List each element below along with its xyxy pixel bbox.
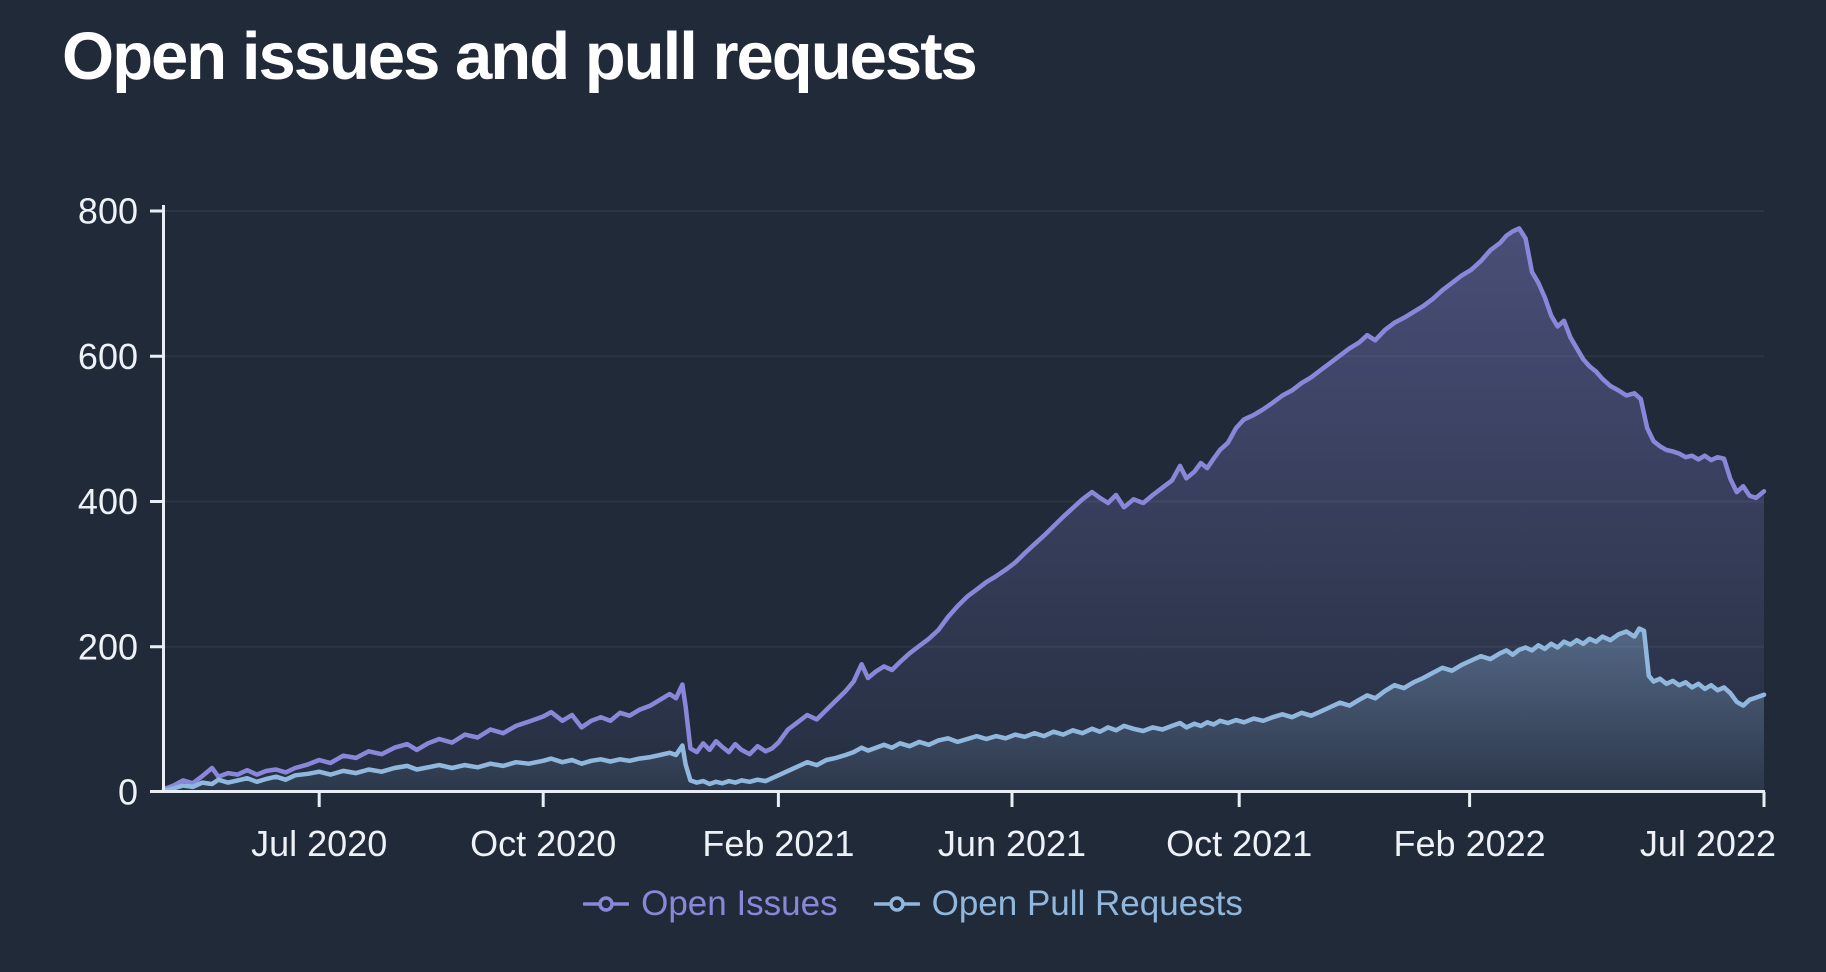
y-tick-label: 200	[78, 626, 138, 667]
legend-item-open-pull-requests[interactable]: Open Pull Requests	[873, 884, 1243, 924]
legend-item-label: Open Issues	[641, 884, 838, 923]
series-area-open-issues	[164, 228, 1764, 792]
axes	[150, 205, 1765, 793]
legend-item-open-issues[interactable]: Open Issues	[583, 884, 838, 924]
chart-legend: Open Issues Open Pull Requests	[0, 884, 1826, 924]
x-tick-label: Feb 2021	[702, 823, 854, 864]
series-line-open-pull-requests	[161, 626, 1767, 793]
y-tick-label: 600	[78, 336, 138, 377]
y-tick-label: 0	[118, 772, 138, 813]
legend-item-label: Open Pull Requests	[931, 884, 1243, 923]
y-tick-label: 800	[78, 191, 138, 232]
y-tick-label: 400	[78, 481, 138, 522]
line-circle-marker-icon	[583, 896, 630, 912]
x-tick-label: Oct 2021	[1166, 823, 1312, 864]
series-lines	[161, 226, 1767, 793]
line-circle-marker-icon	[873, 896, 920, 912]
x-tick-label: Jul 2020	[251, 823, 387, 864]
axis-labels: 0 200 400 600 800 Jul 2020 Oct 2020 Feb 2021 Jun…	[78, 191, 1776, 865]
series-areas	[164, 228, 1764, 792]
series-area-open-pull-requests	[164, 628, 1764, 792]
series-line-open-issues	[161, 226, 1767, 792]
x-tick-label: Jun 2021	[938, 823, 1086, 864]
x-tick-label: Oct 2020	[470, 823, 616, 864]
x-tick-label: Jul 2022	[1640, 823, 1776, 864]
chart-title: Open issues and pull requests	[62, 19, 978, 94]
x-tick-label: Feb 2022	[1394, 823, 1546, 864]
